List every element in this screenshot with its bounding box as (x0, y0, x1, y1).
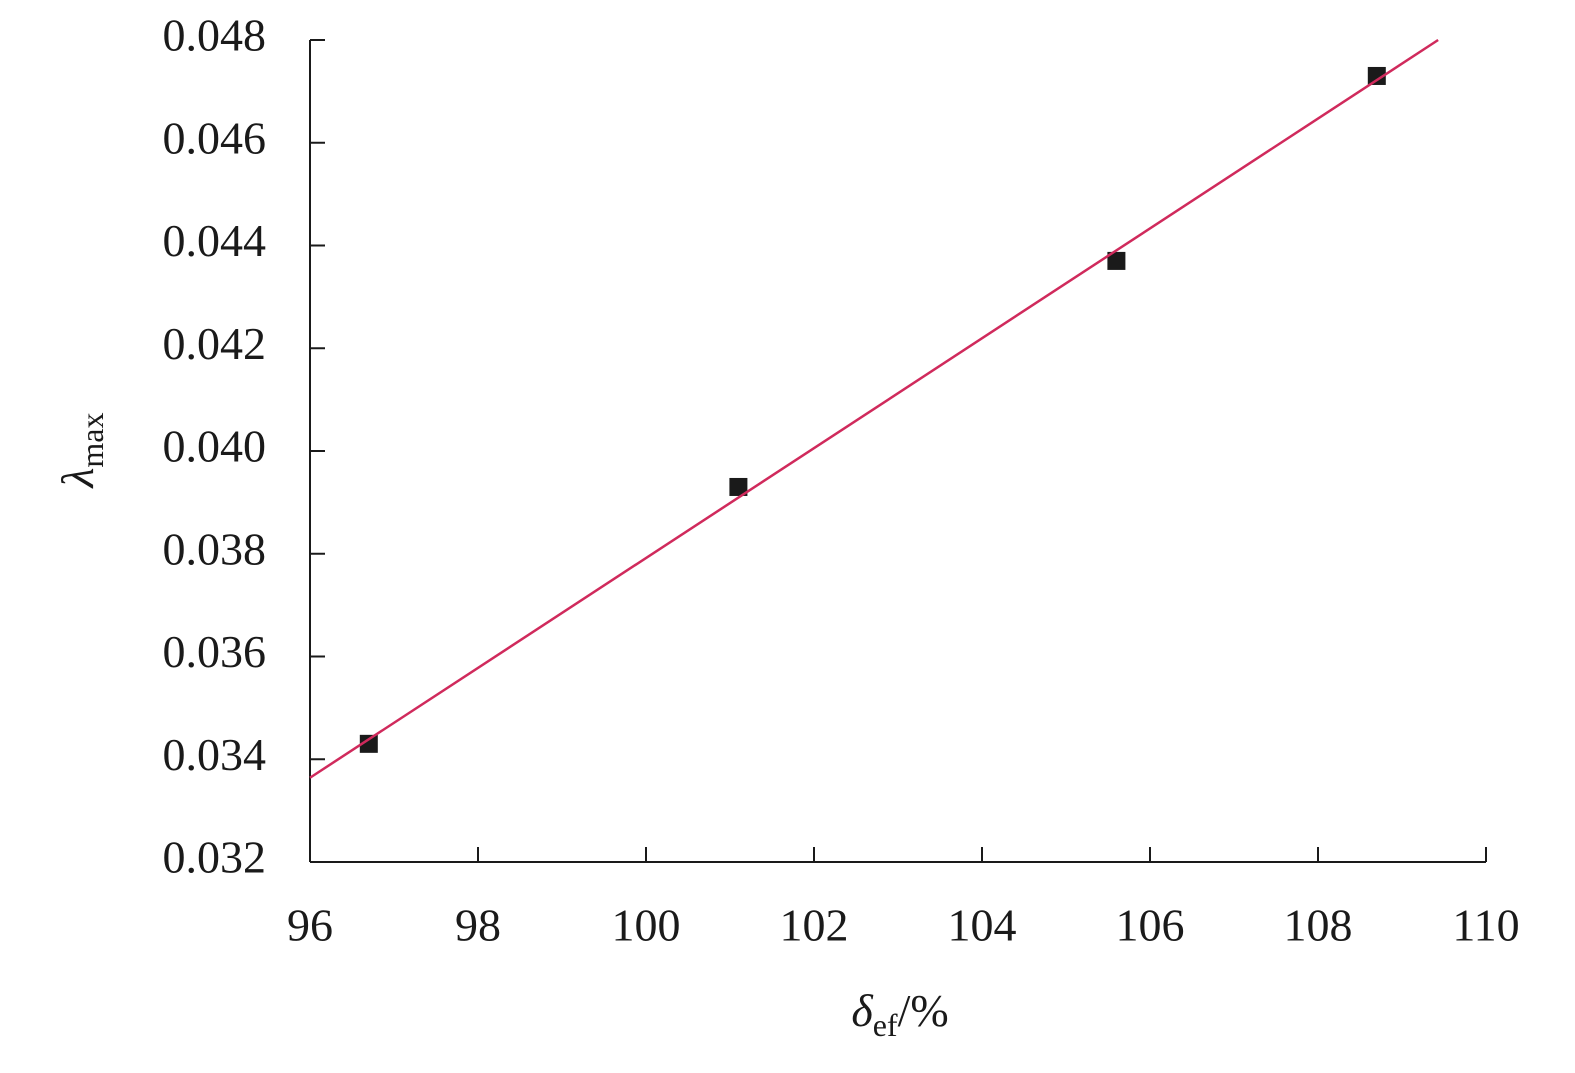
y-label-main: λ (52, 468, 103, 490)
y-tick-label: 0.042 (163, 318, 267, 369)
x-label-sub: ef (873, 1007, 898, 1043)
y-tick-label: 0.048 (163, 10, 267, 61)
x-tick-label: 98 (455, 900, 501, 951)
data-point (729, 477, 748, 496)
x-tick-label: 104 (948, 900, 1017, 951)
y-tick-label: 0.044 (163, 215, 267, 266)
y-label-sub: max (74, 412, 110, 467)
x-label-main: δ (851, 985, 873, 1036)
y-tick-label: 0.034 (163, 729, 267, 780)
fit-line (309, 38, 1439, 779)
x-tick-label: 110 (1452, 900, 1519, 951)
data-point (359, 734, 378, 753)
x-label-suffix: /% (898, 985, 949, 1036)
x-tick-label: 102 (780, 900, 849, 951)
x-tick-label: 100 (612, 900, 681, 951)
x-tick-label: 106 (1116, 900, 1185, 951)
y-tick-label: 0.038 (163, 523, 267, 574)
y-tick-label: 0.046 (163, 112, 267, 163)
y-axis-label: λmax (52, 412, 111, 489)
x-tick-label: 108 (1284, 900, 1353, 951)
y-tick-label: 0.032 (163, 832, 267, 883)
data-point (1367, 66, 1386, 85)
data-point (1107, 251, 1126, 270)
x-axis-label: δef/% (851, 985, 948, 1044)
y-tick-label: 0.040 (163, 421, 267, 472)
x-tick-label: 96 (287, 900, 333, 951)
y-tick-label: 0.036 (163, 626, 267, 677)
